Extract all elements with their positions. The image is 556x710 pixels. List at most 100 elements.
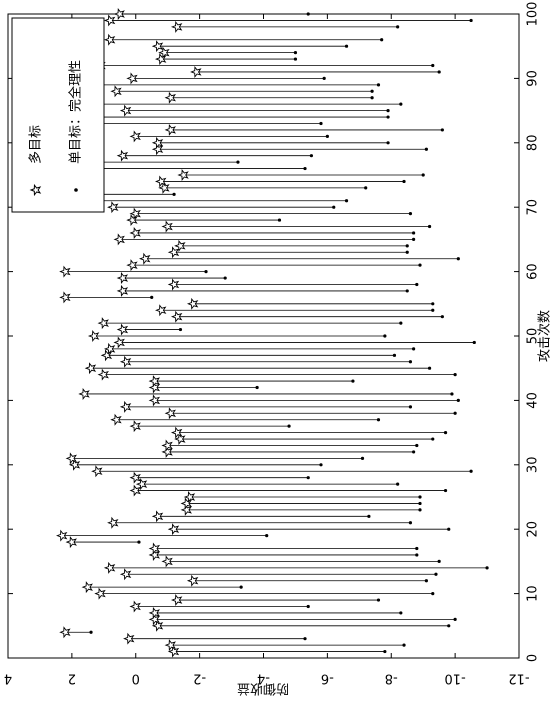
- dot-marker: [386, 109, 389, 112]
- dot-marker: [418, 264, 421, 267]
- dot-marker: [370, 90, 373, 93]
- dot-marker: [179, 328, 182, 331]
- dot-marker: [438, 560, 441, 563]
- dot-marker: [454, 618, 457, 621]
- dot-marker: [383, 334, 386, 337]
- dot-marker: [406, 251, 409, 254]
- dot-marker: [377, 598, 380, 601]
- dot-marker: [396, 483, 399, 486]
- dot-marker: [377, 83, 380, 86]
- y-tick-label: 0: [132, 671, 140, 686]
- x-tick-label: 100: [526, 2, 541, 27]
- dot-marker: [447, 624, 450, 627]
- dot-marker: [364, 186, 367, 189]
- x-tick-label: 20: [526, 521, 541, 538]
- dot-marker: [345, 45, 348, 48]
- dot-marker: [172, 193, 175, 196]
- dot-marker: [380, 38, 383, 41]
- dot-marker: [431, 437, 434, 440]
- legend-box: [12, 18, 104, 212]
- y-tick-label: -8: [385, 671, 398, 686]
- dot-marker: [303, 637, 306, 640]
- dot-marker: [431, 302, 434, 305]
- dot-marker: [425, 579, 428, 582]
- dot-marker: [310, 154, 313, 157]
- dot-marker: [406, 289, 409, 292]
- dot-marker: [402, 644, 405, 647]
- dot-marker: [278, 218, 281, 221]
- dot-marker: [150, 296, 153, 299]
- dot-marker: [351, 379, 354, 382]
- dot-marker: [447, 528, 450, 531]
- dot-marker: [307, 12, 310, 15]
- dot-marker: [137, 540, 140, 543]
- dot-marker: [438, 70, 441, 73]
- dot-marker: [412, 238, 415, 241]
- y-tick-label: -12: [508, 671, 529, 686]
- dot-marker: [326, 135, 329, 138]
- dot-marker: [412, 231, 415, 234]
- dot-marker: [383, 650, 386, 653]
- dot-marker: [399, 322, 402, 325]
- dot-marker: [361, 457, 364, 460]
- dot-marker: [485, 566, 488, 569]
- dot-marker: [412, 450, 415, 453]
- legend-marker: [74, 188, 78, 192]
- legend-label: 多目标: [28, 125, 44, 164]
- dot-marker: [418, 495, 421, 498]
- dot-marker: [399, 611, 402, 614]
- dot-marker: [409, 405, 412, 408]
- dot-marker: [425, 148, 428, 151]
- dot-marker: [441, 315, 444, 318]
- dot-marker: [434, 573, 437, 576]
- dot-marker: [323, 77, 326, 80]
- dot-marker: [406, 244, 409, 247]
- x-tick-label: 70: [526, 199, 541, 216]
- dot-marker: [473, 341, 476, 344]
- dot-marker: [457, 399, 460, 402]
- dot-marker: [415, 553, 418, 556]
- dot-marker: [450, 392, 453, 395]
- dot-marker: [294, 57, 297, 60]
- chart: 攻击次数 防御收益 -12-10-8-6-4-20240102030405060…: [0, 0, 556, 710]
- dot-marker: [294, 51, 297, 54]
- dot-marker: [370, 96, 373, 99]
- y-tick-label: -10: [445, 671, 466, 686]
- x-tick-label: 50: [526, 328, 541, 345]
- dot-marker: [409, 521, 412, 524]
- dot-marker: [402, 180, 405, 183]
- dot-marker: [332, 206, 335, 209]
- dot-marker: [345, 199, 348, 202]
- dot-marker: [393, 354, 396, 357]
- dot-marker: [256, 386, 259, 389]
- y-tick-label: 4: [4, 671, 12, 686]
- dot-marker: [377, 418, 380, 421]
- dot-marker: [319, 463, 322, 466]
- x-tick-label: 40: [526, 392, 541, 409]
- dot-marker: [303, 167, 306, 170]
- dot-marker: [240, 586, 243, 589]
- dot-marker: [386, 141, 389, 144]
- dot-marker: [469, 470, 472, 473]
- dot-marker: [287, 425, 290, 428]
- dot-marker: [204, 270, 207, 273]
- dot-marker: [89, 631, 92, 634]
- dot-marker: [428, 225, 431, 228]
- dot-marker: [367, 515, 370, 518]
- dot-marker: [444, 431, 447, 434]
- x-tick-label: 90: [526, 70, 541, 87]
- dot-marker: [457, 257, 460, 260]
- dot-marker: [386, 115, 389, 118]
- dot-marker: [396, 25, 399, 28]
- dot-marker: [469, 19, 472, 22]
- dot-marker: [415, 547, 418, 550]
- dot-marker: [415, 444, 418, 447]
- dot-marker: [409, 360, 412, 363]
- dot-marker: [307, 476, 310, 479]
- dot-marker: [431, 309, 434, 312]
- dot-marker: [415, 283, 418, 286]
- dot-marker: [236, 161, 239, 164]
- dot-marker: [224, 276, 227, 279]
- dot-marker: [441, 128, 444, 131]
- dot-marker: [422, 173, 425, 176]
